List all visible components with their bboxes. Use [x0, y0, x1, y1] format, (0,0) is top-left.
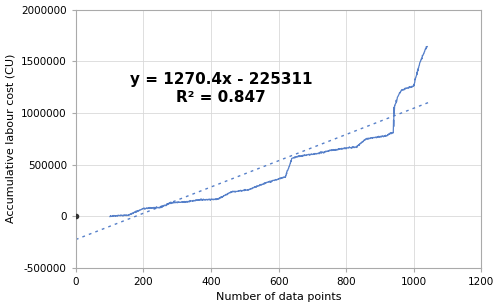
Text: R² = 0.847: R² = 0.847	[176, 90, 266, 105]
X-axis label: Number of data points: Number of data points	[216, 292, 342, 302]
Text: y = 1270.4x - 225311: y = 1270.4x - 225311	[130, 72, 312, 87]
Y-axis label: Accumulative labour cost (CU): Accumulative labour cost (CU)	[6, 54, 16, 223]
